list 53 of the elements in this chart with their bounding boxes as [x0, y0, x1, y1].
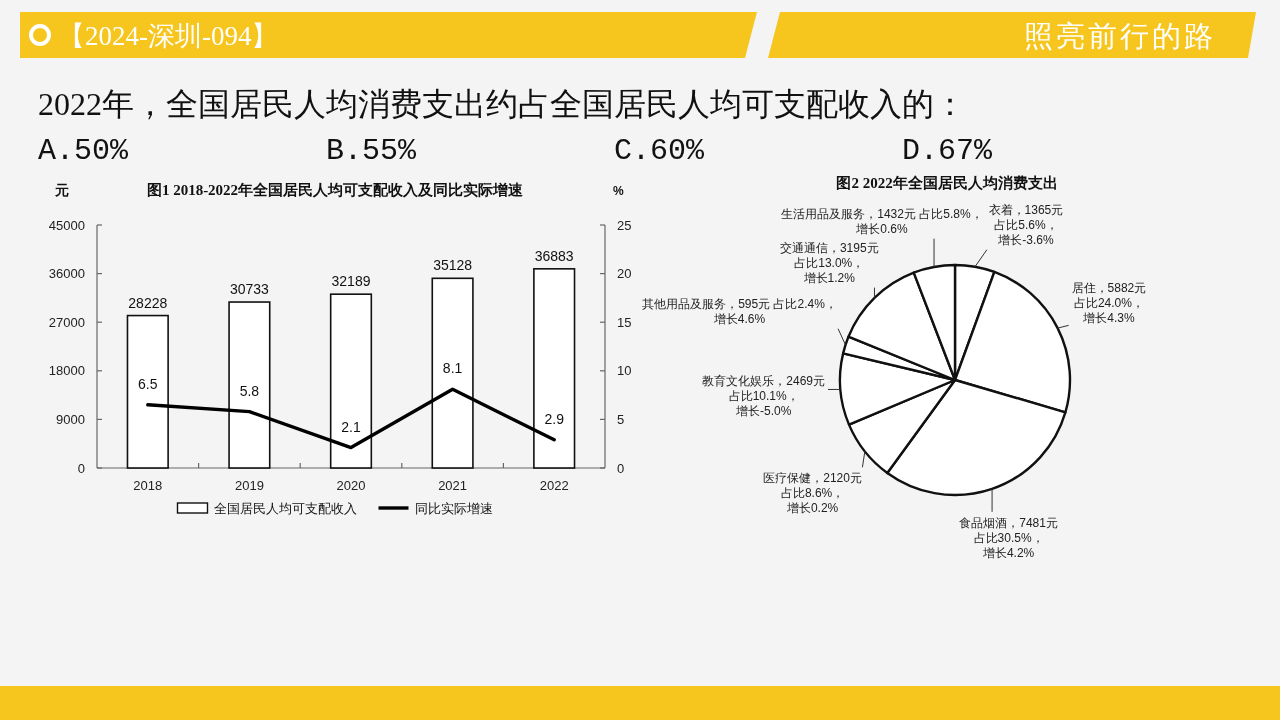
slice-label: 居住，5882元占比24.0%，增长4.3%: [1071, 280, 1147, 325]
y-tick-label: 0: [77, 460, 85, 476]
y2-axis-title: %: [613, 184, 624, 198]
bar: [126, 314, 169, 469]
y2-tick-label: 0: [617, 460, 625, 476]
data-label: 35128: [433, 257, 473, 274]
y2-tick-label: 5: [617, 411, 625, 427]
slice-label: 生活用品及服务，1432元 占比5.8%，增长0.6%: [781, 206, 983, 236]
slice-label: 其他用品及服务，595元 占比2.4%，增长4.6%: [642, 296, 837, 326]
bar: [431, 277, 474, 469]
y-tick-label: 27000: [48, 314, 85, 330]
bar: [329, 293, 373, 469]
data-label: 36883: [534, 247, 574, 264]
y2-tick-label: 10: [617, 363, 632, 379]
data-label: 2.9: [544, 410, 565, 427]
y2-tick-label: 20: [617, 266, 632, 282]
y-axis-title: 元: [54, 182, 69, 198]
data-label: 32189: [331, 273, 371, 290]
data-label: 8.1: [442, 360, 463, 377]
y2-tick-label: 15: [617, 314, 632, 330]
slice-label: 交通通信，3195元占比13.0%，增长1.2%: [779, 240, 879, 285]
data-label: 5.8: [239, 382, 260, 399]
text: D.67%: [902, 134, 994, 168]
x-tick-label: 2018: [133, 478, 163, 493]
x-tick-label: 2021: [438, 478, 468, 493]
text: C.60%: [614, 134, 706, 168]
y-tick-label: 36000: [48, 266, 85, 282]
chart-title: 图1 2018-2022年全国居民人均可支配收入及同比实际增速: [146, 181, 525, 198]
legend-label: 全国居民人均可支配收入: [213, 501, 357, 516]
y-tick-label: 18000: [48, 363, 85, 379]
slice-label: 医疗保健，2120元占比8.6%，增长0.2%: [763, 471, 862, 516]
data-label: 28228: [128, 294, 168, 311]
legend-label: 同比实际增速: [414, 501, 493, 516]
x-tick-label: 2022: [539, 478, 569, 493]
x-tick-label: 2019: [234, 478, 264, 493]
y2-tick-label: 25: [617, 217, 632, 233]
bar: [533, 268, 576, 469]
y-tick-label: 45000: [48, 217, 85, 233]
slice-label: 食品烟酒，7481元占比30.5%，增长4.2%: [959, 515, 1058, 560]
chart-title: 图2 2022年全国居民人均消费支出: [836, 175, 1058, 191]
text: B.55%: [326, 134, 418, 168]
slice-label: 衣着，1365元占比5.6%，增长-3.6%: [988, 203, 1064, 248]
slice-label: 教育文化娱乐，2469元占比10.1%，增长-5.0%: [702, 374, 826, 419]
y-tick-label: 9000: [56, 411, 85, 427]
text: A.50%: [38, 134, 130, 168]
data-label: 6.5: [138, 375, 158, 392]
text: 2022年，全国居民人均消费支出约占全国居民人均可支配收入的：: [38, 86, 966, 122]
text: 【2024-深圳-094】: [58, 21, 279, 51]
data-label: 2.1: [341, 418, 361, 435]
text: 照亮前行的路: [1024, 20, 1216, 52]
data-label: 30733: [229, 281, 270, 298]
x-tick-label: 2020: [336, 478, 366, 493]
bar: [228, 301, 271, 469]
